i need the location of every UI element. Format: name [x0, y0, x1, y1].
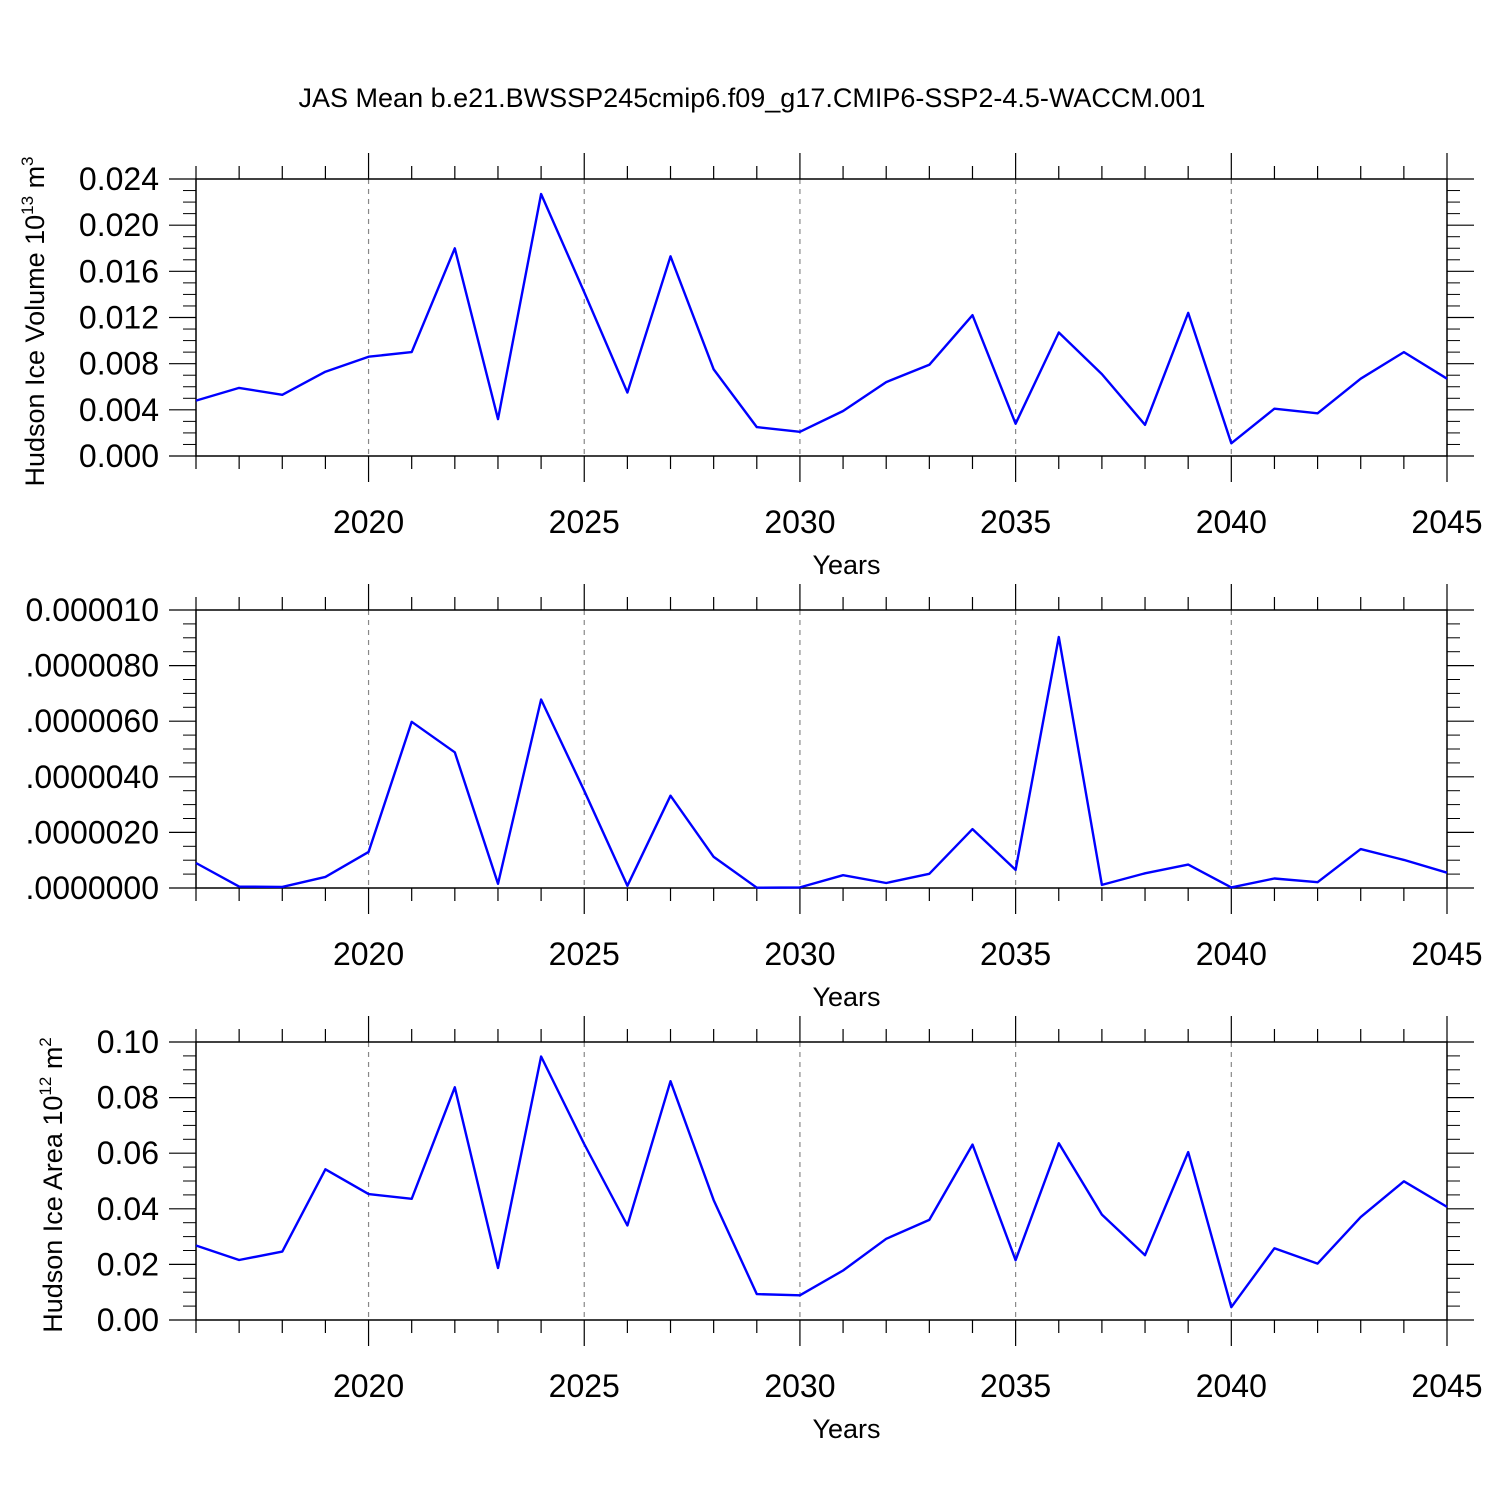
- x-tick-label: 2045: [1411, 504, 1482, 540]
- y-axis-title: Hudson Ice Area 1012 m2: [36, 1037, 68, 1333]
- x-tick-label: 2040: [1196, 936, 1267, 972]
- y-tick-label: 0.012: [79, 300, 159, 336]
- series-line: [195, 1055, 1448, 1309]
- x-tick-label: 2025: [549, 936, 620, 972]
- y-axis-title: Hudson Ice Volume 1013 m3: [18, 156, 50, 486]
- x-tick-label: 2040: [1196, 504, 1267, 540]
- y-tick-label: 0.06: [97, 1135, 159, 1171]
- y-tick-label: .0000060: [26, 703, 159, 739]
- y-tick-label: .0000000: [26, 870, 159, 906]
- y-tick-label: 0.00: [97, 1302, 159, 1338]
- x-tick-label: 2035: [980, 504, 1051, 540]
- chart-panel-2: 2020 2025 2030 2035 2040 2045 .0000000 .0000020…: [26, 584, 1483, 1012]
- y-tick-label: 0.004: [79, 392, 159, 428]
- y-tick-label: 0.02: [97, 1246, 159, 1282]
- series-line: [195, 635, 1448, 889]
- x-axis-title: Years: [812, 550, 880, 580]
- y-tick-label: 0.008: [79, 346, 159, 382]
- chart-title: JAS Mean b.e21.BWSSP245cmip6.f09_g17.CMI…: [299, 83, 1206, 113]
- y-tick-label: 0.10: [97, 1024, 159, 1060]
- chart-panel-3: 2020 2025 2030 2035 2040 2045 0.00 0.02 0.04 0.06…: [36, 1016, 1483, 1444]
- x-tick-label: 2030: [764, 936, 835, 972]
- x-axis-title: Years: [812, 982, 880, 1012]
- x-tick-label: 2030: [764, 1368, 835, 1404]
- y-tick-label: 0.04: [97, 1191, 159, 1227]
- series-line: [195, 192, 1448, 445]
- y-tick-label: 0.000: [79, 438, 159, 474]
- x-tick-label: 2045: [1411, 1368, 1482, 1404]
- y-tick-label: 0.08: [97, 1080, 159, 1116]
- x-tick-label: 2020: [333, 504, 404, 540]
- x-tick-label: 2025: [549, 1368, 620, 1404]
- x-tick-label: 2025: [549, 504, 620, 540]
- y-tick-label: 0.020: [79, 207, 159, 243]
- y-tick-label: .0000040: [26, 759, 159, 795]
- y-tick-label: 0.016: [79, 253, 159, 289]
- x-axis-title: Years: [812, 1414, 880, 1444]
- x-tick-label: 2020: [333, 1368, 404, 1404]
- y-tick-label: .0000080: [26, 648, 159, 684]
- chart-panel-1: 2020 2025 2030 2035 2040 2045 0.000 0.004 0.008 0…: [18, 153, 1483, 580]
- x-tick-label: 2035: [980, 1368, 1051, 1404]
- y-tick-label: 0.000010: [26, 592, 159, 628]
- x-tick-label: 2020: [333, 936, 404, 972]
- y-tick-label: .0000020: [26, 814, 159, 850]
- y-tick-label: 0.024: [79, 161, 159, 197]
- x-tick-label: 2040: [1196, 1368, 1267, 1404]
- x-tick-label: 2045: [1411, 936, 1482, 972]
- x-tick-label: 2035: [980, 936, 1051, 972]
- x-tick-label: 2030: [764, 504, 835, 540]
